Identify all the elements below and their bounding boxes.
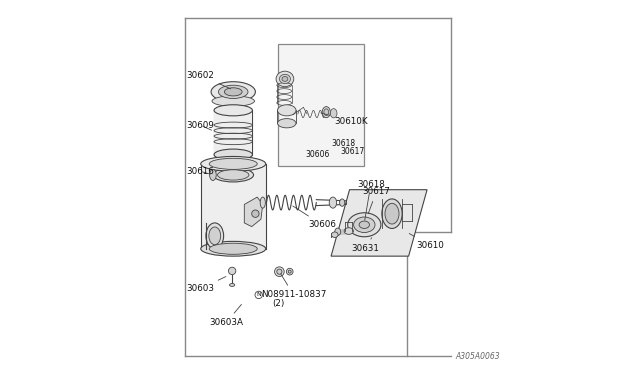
Circle shape [288, 270, 291, 273]
Circle shape [228, 267, 236, 275]
Ellipse shape [211, 82, 255, 102]
Ellipse shape [344, 228, 353, 234]
Ellipse shape [329, 197, 337, 208]
Text: 30610: 30610 [409, 234, 444, 250]
Circle shape [287, 268, 293, 275]
Ellipse shape [276, 71, 294, 87]
Bar [201, 164, 266, 249]
Bar [278, 44, 364, 166]
Text: 30609: 30609 [186, 121, 214, 130]
Ellipse shape [210, 169, 216, 180]
Text: A305A0063: A305A0063 [456, 352, 500, 361]
Text: 30603A: 30603A [209, 304, 243, 327]
Text: 30606: 30606 [292, 206, 336, 229]
Ellipse shape [359, 221, 369, 228]
Circle shape [275, 267, 284, 276]
Text: 30631: 30631 [351, 238, 380, 253]
Ellipse shape [225, 88, 242, 96]
Text: 30616: 30616 [186, 167, 214, 176]
Text: (2): (2) [272, 299, 284, 308]
Ellipse shape [209, 243, 257, 254]
Ellipse shape [260, 197, 266, 208]
Ellipse shape [214, 149, 252, 160]
Ellipse shape [206, 223, 223, 249]
Ellipse shape [324, 109, 329, 115]
Ellipse shape [282, 77, 288, 81]
Text: 30617: 30617 [362, 187, 390, 214]
Text: 30618: 30618 [357, 180, 385, 220]
Ellipse shape [322, 107, 330, 118]
Text: N: N [257, 292, 261, 298]
Ellipse shape [201, 157, 266, 171]
Ellipse shape [212, 96, 255, 106]
Circle shape [252, 210, 259, 217]
Ellipse shape [280, 74, 291, 84]
Text: 30606: 30606 [305, 150, 330, 159]
Bar [214, 110, 252, 155]
Ellipse shape [201, 241, 266, 256]
Ellipse shape [218, 85, 248, 99]
Polygon shape [331, 190, 427, 256]
Text: 30602: 30602 [186, 71, 230, 89]
Ellipse shape [278, 105, 296, 116]
Ellipse shape [348, 213, 381, 237]
Ellipse shape [330, 109, 337, 118]
Ellipse shape [340, 199, 345, 206]
Ellipse shape [332, 232, 338, 237]
Text: N08911-10837: N08911-10837 [261, 274, 326, 299]
Ellipse shape [353, 217, 375, 232]
Ellipse shape [213, 168, 253, 182]
Text: 30610K: 30610K [321, 113, 367, 126]
Text: 30617: 30617 [340, 147, 365, 156]
Ellipse shape [382, 199, 402, 228]
Ellipse shape [230, 283, 235, 286]
Ellipse shape [385, 203, 399, 224]
Ellipse shape [335, 228, 340, 235]
Circle shape [277, 269, 282, 274]
Ellipse shape [209, 158, 257, 169]
Ellipse shape [214, 105, 252, 116]
Polygon shape [244, 197, 263, 227]
Ellipse shape [218, 170, 249, 180]
Text: 30618: 30618 [332, 139, 356, 148]
Ellipse shape [278, 119, 296, 128]
Ellipse shape [209, 227, 221, 245]
Text: 30603: 30603 [186, 276, 226, 293]
